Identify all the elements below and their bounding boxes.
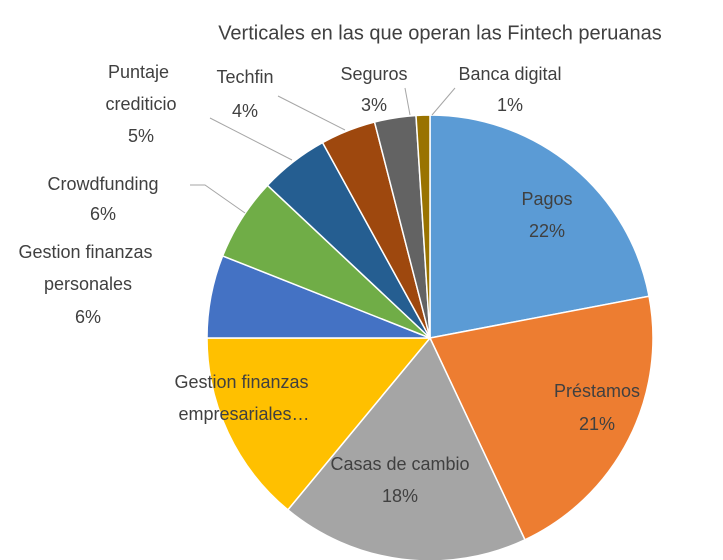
value-label: 21% (579, 414, 615, 434)
value-label: 6% (75, 307, 101, 327)
pie-slice (429, 114, 650, 339)
value-label: 1% (497, 95, 523, 115)
pie-slice (206, 337, 432, 511)
slice-label: Seguros (340, 64, 407, 84)
pie-slice (286, 336, 526, 560)
leader-line (404, 87, 411, 116)
value-label: 3% (361, 95, 387, 115)
pie-slice (415, 114, 431, 339)
value-label: 4% (232, 101, 258, 121)
value-label: 6% (90, 204, 116, 224)
slice-label: Crowdfunding (47, 174, 158, 194)
leader-line (277, 95, 346, 131)
pie-slice (428, 295, 654, 541)
value-label: 5% (128, 126, 154, 146)
value-label: 18% (382, 486, 418, 506)
slice-label: Casas de cambio (330, 454, 469, 474)
chart-title: Verticales en las que operan las Fintech… (218, 22, 662, 44)
value-label: 22% (529, 221, 565, 241)
leader-line (209, 117, 293, 161)
leader-line (431, 87, 456, 116)
slice-label: Banca digital (458, 64, 561, 84)
slice-label: Techfin (216, 67, 273, 87)
slice-label: Préstamos (554, 381, 640, 401)
slice-label: Puntaje crediticio (105, 62, 176, 114)
slice-label: Gestion finanzas empresariales… (174, 372, 313, 424)
leader-line (190, 184, 246, 214)
slice-label: Gestion finanzas personales (18, 242, 157, 294)
slice-label: Pagos (521, 189, 572, 209)
